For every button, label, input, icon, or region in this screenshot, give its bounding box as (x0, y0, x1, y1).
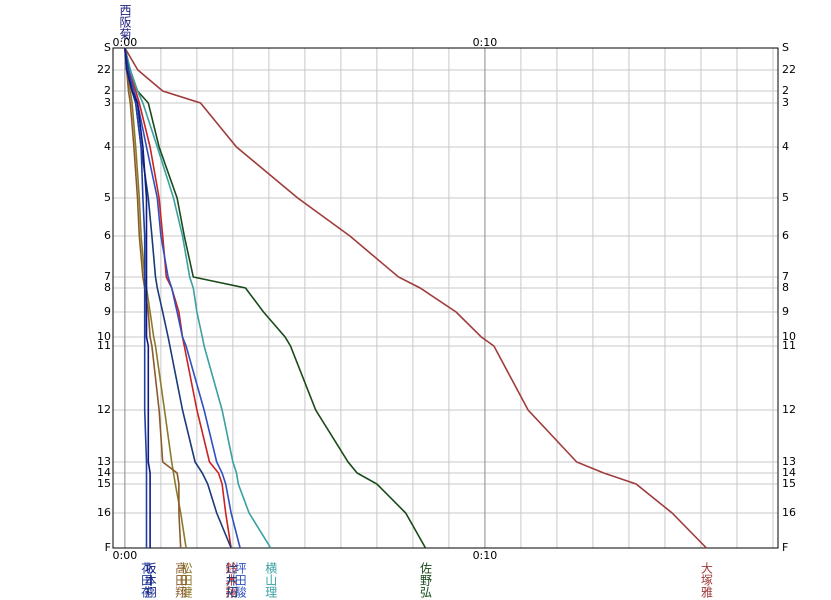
runner-line (124, 47, 232, 549)
y-tick-label-right: 3 (782, 96, 789, 109)
runner-name: 辻井拓 (224, 562, 238, 598)
y-tick-label: 12 (97, 403, 111, 416)
runner-name: 鈴木翔 (224, 561, 238, 599)
y-tick-label-right: 12 (782, 403, 796, 416)
y-tick-label-right: 4 (782, 140, 789, 153)
y-tick-label-right: 5 (782, 191, 789, 204)
runner-line (124, 47, 707, 549)
plot-frame (112, 47, 779, 549)
y-tick-label-right: 13 (782, 455, 796, 468)
x-tick-label: 0:10 (473, 549, 498, 562)
runner-line (124, 47, 272, 549)
runner-name: 佐野弘 (419, 562, 433, 598)
runner-name: 松田健 (179, 562, 193, 598)
y-tick-label-right: 10 (782, 330, 796, 343)
y-tick-label: 13 (97, 455, 111, 468)
y-tick-label-right: S (782, 41, 789, 54)
runner-line (124, 47, 151, 548)
y-tick-label: F (105, 541, 111, 554)
y-tick-label-right: 9 (782, 305, 789, 318)
runner-line (124, 47, 148, 548)
runner-name: 高田翔 (174, 561, 188, 599)
runner-name: 坪田駿 (233, 562, 247, 599)
y-tick-label-right: 2 (782, 84, 789, 97)
y-tick-label-right: 6 (782, 229, 789, 242)
runner-line (124, 47, 187, 549)
y-tick-label: 14 (97, 466, 111, 479)
y-tick-label-right: 11 (782, 339, 796, 352)
y-tick-label: S (104, 41, 111, 54)
y-tick-label: 22 (97, 63, 111, 76)
y-tick-label-right: 8 (782, 281, 789, 294)
y-tick-label-right: 15 (782, 477, 796, 490)
y-tick-label: 15 (97, 477, 111, 490)
y-tick-label: 16 (97, 506, 111, 519)
leader-name: 西阪菊 (118, 4, 132, 41)
runner-name: 横山理 (264, 562, 278, 598)
y-tick-label-right: 22 (782, 63, 796, 76)
y-tick-label: 3 (104, 96, 111, 109)
y-tick-label: 7 (104, 270, 111, 283)
y-tick-label-right: 14 (782, 466, 796, 479)
y-tick-label: 10 (97, 330, 111, 343)
y-tick-label: 6 (104, 229, 111, 242)
x-tick-label-top: 0:10 (473, 36, 498, 49)
y-tick-label: 5 (104, 191, 111, 204)
runner-name: 坂本翔 (143, 562, 157, 599)
y-tick-label: 2 (104, 84, 111, 97)
y-tick-label-right: 7 (782, 270, 789, 283)
runner-name: 花田在 (139, 561, 153, 598)
y-tick-label: 9 (104, 305, 111, 318)
y-tick-label-right: F (782, 541, 788, 554)
y-tick-label-right: 16 (782, 506, 796, 519)
x-tick-label-top: 0:00 (113, 36, 138, 49)
x-tick-label: 0:00 (113, 549, 138, 562)
y-tick-label: 11 (97, 339, 111, 352)
runner-name: 大塚雅 (699, 562, 713, 598)
runner-line (124, 47, 427, 549)
y-tick-label: 4 (104, 140, 111, 153)
y-tick-label: 8 (104, 281, 111, 294)
